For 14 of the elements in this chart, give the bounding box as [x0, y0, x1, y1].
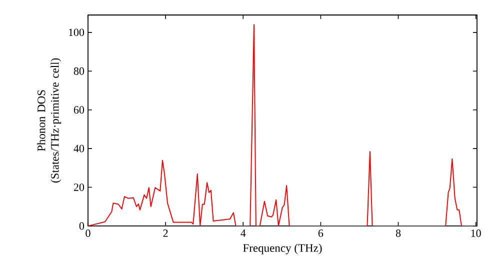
y-tick-label: 40 — [74, 144, 84, 152]
y-tick-label: 100 — [68, 28, 84, 36]
x-tick-label: 10 — [471, 230, 481, 237]
x-tick-label: 2 — [163, 230, 168, 237]
x-axis-title: Frequency (THz) — [243, 244, 322, 254]
y-tick-label: 20 — [74, 184, 84, 191]
y-tick-label: 0 — [79, 222, 84, 230]
x-tick-label: 8 — [396, 230, 401, 237]
x-tick-label: 0 — [86, 230, 90, 237]
x-tick-label: 4 — [240, 230, 246, 237]
y-tick-label: 80 — [74, 67, 84, 75]
x-tick-label: 6 — [318, 230, 324, 237]
y-axis-title: Phonon DOS (States/THz·primitive cell) — [37, 58, 62, 183]
y-tick-label: 60 — [74, 106, 84, 114]
